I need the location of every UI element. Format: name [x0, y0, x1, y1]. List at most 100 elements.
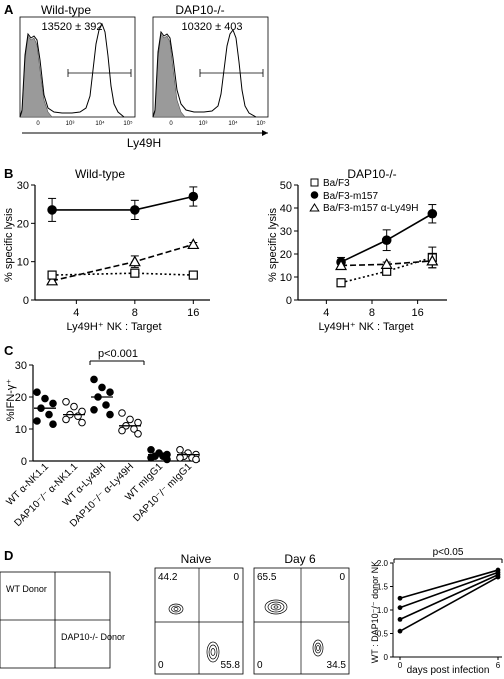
y-tick-label: 20	[280, 249, 292, 261]
series-line	[399, 576, 499, 632]
panel-b: Wild-type DAP10-/- % specific lysis % sp…	[3, 167, 447, 333]
legend-marker-square	[310, 178, 319, 187]
series-line	[52, 195, 194, 211]
p-value-label-c: p<0.001	[98, 348, 138, 360]
data-point	[62, 398, 70, 406]
data-point	[188, 191, 199, 202]
lysis-chart-dap10: 0 10 20 30 40 50 4 8 16	[280, 180, 447, 319]
series-line	[52, 272, 194, 276]
data-point	[33, 388, 41, 397]
data-point	[128, 255, 141, 267]
x-tick-label: 4	[323, 307, 329, 319]
facs-population-lr	[312, 639, 324, 657]
panel-label-c: C	[4, 343, 14, 358]
facs-frame-day6	[253, 567, 350, 675]
data-point	[47, 205, 57, 215]
series-line	[399, 574, 499, 621]
quadrant-value-ul: 44.2	[158, 572, 178, 583]
x-tick-label: 10³	[66, 121, 75, 127]
data-point	[70, 402, 78, 411]
y-axis-label-ifn: %IFN-γ⁺	[5, 379, 17, 422]
legend-marker-circle	[310, 191, 319, 199]
data-point	[192, 455, 200, 464]
data-point	[118, 409, 126, 417]
lysis-chart-wt: 0 10 20 30 4 8 16	[17, 180, 210, 319]
y-axis-label-dap10: % specific lysis	[267, 208, 279, 282]
facs-population-ul	[168, 603, 184, 615]
quadrant-value-ul: 65.5	[257, 572, 277, 583]
legend-label: Ba/F3	[323, 178, 350, 189]
series-line	[399, 571, 499, 609]
data-point	[134, 418, 142, 427]
data-point	[33, 417, 41, 425]
data-point	[427, 208, 438, 219]
ly49h-histogram-wt	[19, 22, 125, 118]
y-tick-label: 0	[23, 295, 29, 307]
x-tick-label: 8	[369, 307, 375, 319]
quadrant-value-ll: 0	[257, 660, 263, 671]
y-tick-label: 30	[15, 360, 27, 372]
data-point	[380, 258, 393, 269]
chart-title-dap10: DAP10-/-	[347, 167, 396, 181]
y-tick-label: 30	[280, 226, 292, 238]
data-point	[130, 268, 140, 278]
y-tick-label: 30	[17, 180, 29, 192]
data-point	[335, 259, 348, 271]
data-point	[106, 388, 114, 397]
histogram-frame-wt	[19, 16, 136, 118]
data-point	[397, 628, 403, 634]
data-point	[98, 383, 106, 392]
data-point	[49, 399, 57, 408]
lysis-legend: Ba/F3 Ba/F3-m157 Ba/F3-m157 α-Ly49H	[309, 178, 418, 214]
panel-label-a: A	[4, 2, 14, 17]
data-point	[188, 270, 198, 280]
data-point	[74, 412, 82, 421]
legend-label: Ba/F3-m157 α-Ly49H	[323, 203, 418, 214]
y-tick-label: 1.0	[377, 606, 389, 615]
y-tick-label: 40	[280, 203, 292, 215]
isotype-histogram-dap10	[152, 33, 186, 118]
histogram-ticks-dap10: 0 10³ 10⁴ 10⁵	[169, 120, 266, 127]
x-tick-label: 0	[36, 121, 40, 127]
legend-label: Ba/F3-m157	[323, 191, 378, 202]
data-point	[41, 394, 49, 403]
series-line	[399, 569, 499, 600]
data-point	[176, 454, 184, 462]
x-tick-label: 10⁵	[256, 120, 266, 127]
schematic-wt-donor: WT Donor	[6, 584, 47, 594]
data-point	[495, 574, 501, 580]
facs-title-naive: Naive	[181, 552, 212, 566]
data-point	[147, 454, 155, 462]
data-point	[130, 205, 140, 215]
data-point	[336, 278, 346, 288]
data-point	[397, 595, 403, 601]
data-point	[78, 418, 86, 427]
facs-population-lr	[206, 641, 220, 663]
x-tick-label: 10⁴	[95, 120, 105, 127]
panel-label-b: B	[4, 166, 13, 181]
x-tick-label: 4	[73, 307, 79, 319]
histogram-frame-dap10	[152, 16, 269, 118]
y-tick-label: 10	[280, 272, 292, 284]
y-tick-label: 20	[17, 218, 29, 230]
histogram-ticks-wt: 0 10³ 10⁴ 10⁵	[36, 120, 133, 127]
y-axis-label-wt: % specific lysis	[3, 208, 15, 282]
ly49h-histogram-dap10	[152, 28, 257, 118]
data-point	[62, 415, 70, 424]
panel-a: Wild-type DAP10-/- 13520 ± 392 10320 ± 4…	[19, 3, 269, 150]
quadrant-value-ur: 0	[233, 572, 239, 583]
y-tick-label: 0.5	[377, 630, 389, 639]
y-tick-label: 10	[17, 257, 29, 269]
data-point	[118, 426, 126, 435]
legend-marker-triangle	[309, 203, 320, 212]
data-point	[106, 410, 114, 419]
data-point	[49, 420, 57, 429]
chart-title-wt: Wild-type	[75, 167, 125, 181]
y-tick-label: 0	[21, 456, 27, 468]
ratio-x-label: days post infection	[407, 665, 490, 676]
data-point	[90, 406, 98, 414]
quadrant-value-lr: 34.5	[327, 660, 347, 671]
x-tick-label: 10⁴	[228, 120, 238, 127]
x-tick-label: 8	[132, 307, 138, 319]
x-axis-label-dap10: Ly49H⁺ NK : Target	[318, 321, 413, 333]
